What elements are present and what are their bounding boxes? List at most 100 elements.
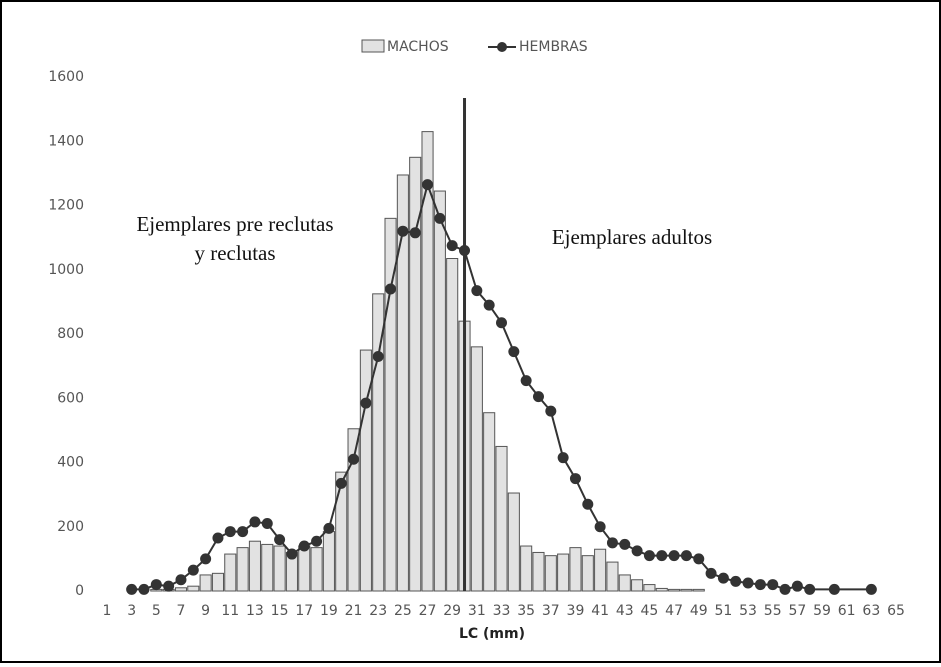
point	[865, 583, 877, 595]
point	[249, 516, 261, 528]
annotation: y reclutas	[194, 241, 275, 265]
bar	[384, 217, 397, 592]
point	[643, 550, 655, 562]
x-tick-label: 13	[246, 603, 264, 619]
annotation: Ejemplares pre reclutas	[136, 212, 333, 236]
point	[545, 405, 557, 417]
point	[348, 453, 360, 465]
point	[779, 583, 791, 595]
point	[656, 550, 668, 562]
point	[496, 317, 507, 329]
x-tick-label: 15	[271, 603, 289, 619]
x-tick-label: 1	[103, 603, 112, 619]
bar	[655, 587, 668, 592]
x-tick-label: 9	[201, 603, 210, 619]
x-tick-label: 23	[369, 603, 387, 619]
point	[372, 350, 384, 362]
x-tick-label: 25	[394, 603, 412, 619]
x-tick-label: 11	[221, 603, 239, 619]
bar	[224, 553, 237, 592]
bar	[174, 587, 188, 592]
point	[767, 579, 779, 591]
point	[163, 580, 175, 592]
x-tick-label: 35	[517, 603, 535, 619]
point	[508, 346, 520, 358]
x-tick-label: 19	[320, 603, 338, 619]
point	[323, 522, 335, 534]
point	[520, 375, 532, 387]
bar	[692, 588, 705, 592]
bar	[322, 531, 335, 592]
bar	[335, 471, 348, 592]
bar	[211, 572, 225, 592]
point	[138, 583, 150, 595]
y-tick-label: 1000	[48, 262, 84, 278]
bar	[680, 588, 693, 592]
legend-label: HEMBRAS	[519, 39, 588, 55]
y-tick-label: 1400	[48, 133, 84, 149]
point	[409, 227, 421, 239]
bar	[187, 585, 200, 592]
bar	[199, 574, 212, 592]
bar	[470, 346, 483, 592]
bar	[643, 584, 656, 592]
bar	[347, 428, 360, 592]
point	[434, 212, 446, 224]
point	[237, 526, 249, 538]
y-tick-label: 1200	[48, 198, 84, 214]
bar	[668, 588, 681, 592]
bar	[409, 156, 422, 592]
point	[175, 574, 187, 586]
point	[397, 225, 409, 237]
line	[131, 181, 872, 591]
bar	[421, 131, 434, 592]
bar	[618, 574, 631, 592]
point	[631, 545, 643, 557]
point	[298, 540, 310, 552]
x-tick-label: 3	[127, 603, 136, 619]
bar	[273, 545, 286, 592]
annotation: Ejemplares adultos	[552, 225, 712, 249]
point	[705, 567, 717, 579]
legend-swatch	[497, 42, 507, 52]
point	[311, 535, 323, 547]
x-tick-label: 17	[295, 603, 313, 619]
x-tick-label: 33	[493, 603, 511, 619]
x-tick-label: 47	[665, 603, 683, 619]
point	[483, 299, 495, 311]
point	[274, 534, 286, 546]
point	[212, 532, 224, 544]
bar	[495, 445, 508, 592]
point	[606, 537, 618, 549]
bar	[532, 551, 545, 592]
point	[791, 580, 803, 592]
bar	[581, 555, 594, 592]
bar	[544, 555, 557, 592]
point	[730, 575, 742, 587]
point	[619, 538, 631, 550]
point	[717, 572, 729, 584]
bar	[569, 547, 582, 592]
point	[594, 521, 606, 533]
x-tick-label: 27	[419, 603, 437, 619]
x-tick-label: 7	[177, 603, 186, 619]
x-tick-label: 61	[838, 603, 856, 619]
legend-swatch	[361, 39, 385, 53]
bar	[236, 547, 249, 592]
y-tick-label: 600	[57, 390, 84, 406]
point	[680, 550, 692, 562]
bar	[261, 543, 274, 592]
x-tick-label: 41	[591, 603, 609, 619]
point	[804, 583, 816, 595]
bar	[298, 545, 311, 592]
x-tick-label: 29	[443, 603, 461, 619]
bar	[507, 492, 520, 592]
point	[422, 179, 434, 191]
x-tick-label: 37	[542, 603, 560, 619]
x-tick-label: 39	[567, 603, 585, 619]
x-tick-label: 53	[739, 603, 757, 619]
x-tick-label: 63	[862, 603, 880, 619]
x-tick-label: 57	[788, 603, 806, 619]
x-tick-label: 31	[468, 603, 486, 619]
